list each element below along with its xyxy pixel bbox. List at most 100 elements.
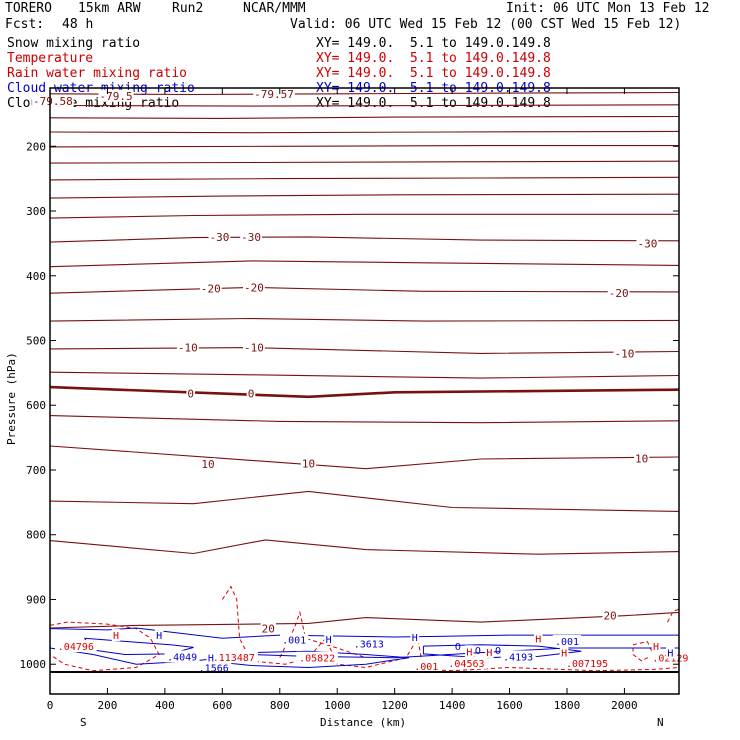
rain-contour bbox=[632, 641, 654, 662]
isotherm-line bbox=[49, 104, 680, 107]
isotherm-line bbox=[49, 317, 680, 322]
y-tick-label: 1000 bbox=[20, 658, 47, 671]
model-resolution: 15km ARW bbox=[78, 1, 141, 16]
cloud-water-label: H bbox=[412, 633, 418, 644]
isotherm-label-bg bbox=[636, 237, 659, 250]
cloud-water-label: H bbox=[667, 649, 673, 660]
isotherm-label-bg bbox=[634, 452, 650, 465]
x-tick-label: 1400 bbox=[439, 699, 466, 712]
isotherm-line bbox=[49, 385, 680, 399]
x-tick-label: 1200 bbox=[381, 699, 408, 712]
isotherm-label-bg bbox=[176, 341, 199, 354]
cloud-water-label-bg bbox=[154, 629, 164, 642]
isotherm-line bbox=[49, 145, 679, 148]
isotherm-label-bg bbox=[253, 87, 295, 100]
rain-label: H bbox=[561, 649, 567, 660]
cloud-water-label-bg bbox=[500, 650, 536, 663]
header-panel: TORERO 15km ARW Run2 NCAR/MMM Init: 06 U… bbox=[0, 0, 740, 111]
isotherm-label-bg bbox=[607, 287, 630, 300]
isotherm-line bbox=[49, 193, 680, 199]
y-tick-label: 200 bbox=[26, 140, 46, 153]
isotherm-label: 10 bbox=[635, 452, 648, 465]
rain-contour bbox=[667, 608, 680, 623]
isotherm-label: -79.5 bbox=[99, 90, 132, 103]
cloud-water-label: .3613 bbox=[354, 640, 384, 651]
model-name: TORERO bbox=[5, 1, 52, 16]
rain-contour bbox=[279, 610, 367, 659]
max-marker: O bbox=[495, 646, 501, 657]
field-xy-range: XY= 149.0. 5.1 to 149.0.149.8 bbox=[316, 66, 551, 81]
isotherm-label: -30 bbox=[241, 231, 261, 244]
isotherm-layer bbox=[49, 91, 680, 629]
rain-label: .001 bbox=[414, 662, 438, 673]
isotherm-line bbox=[49, 371, 680, 379]
isotherm-line bbox=[49, 260, 680, 268]
cloud-water-label-bg bbox=[324, 632, 333, 645]
cloud-water-label-bg bbox=[279, 633, 309, 646]
y-tick-label: 700 bbox=[26, 464, 46, 477]
isotherm-label-bg bbox=[199, 282, 222, 295]
cloud-water-label: H bbox=[326, 635, 332, 646]
max-marker: O bbox=[455, 642, 461, 653]
rain-label-bg bbox=[111, 629, 121, 642]
rain-label-bg bbox=[465, 645, 474, 658]
isotherm-label-bg bbox=[260, 622, 276, 635]
isotherm-line bbox=[49, 445, 680, 470]
isotherm-label: 10 bbox=[302, 458, 315, 471]
rain-label-bg bbox=[562, 656, 612, 669]
cloud-water-label: .4193 bbox=[503, 652, 533, 663]
y-tick-label: 800 bbox=[26, 529, 46, 542]
isotherm-label: -20 bbox=[201, 283, 221, 296]
rain-label: .007195 bbox=[566, 659, 608, 670]
cloud-water-label-bg bbox=[196, 661, 232, 674]
isotherm-label-bg bbox=[243, 281, 265, 294]
isotherm-line bbox=[49, 213, 679, 219]
isotherm-line bbox=[49, 611, 680, 629]
isotherm-label: -79.57 bbox=[254, 88, 294, 101]
isotherm-label: 20 bbox=[262, 623, 275, 636]
rain-label-bg bbox=[296, 651, 338, 664]
rain-label-bg bbox=[485, 645, 494, 658]
max-marker: O bbox=[475, 646, 481, 657]
run-label: Run2 bbox=[172, 1, 204, 16]
field-name: Temperature bbox=[7, 51, 94, 66]
isotherm-label-bg bbox=[32, 94, 74, 107]
isotherm-line bbox=[49, 176, 680, 181]
x-tick-label: 1800 bbox=[554, 699, 581, 712]
isotherm-label: -20 bbox=[244, 281, 264, 294]
field-name: Snow mixing ratio bbox=[7, 36, 141, 51]
rain-label: .04563 bbox=[448, 659, 484, 670]
y-tick-label: 900 bbox=[26, 593, 46, 606]
isotherm-line bbox=[49, 415, 680, 424]
isotherm-line bbox=[49, 490, 680, 512]
isotherm-label-bg bbox=[613, 347, 636, 360]
isotherm-line bbox=[49, 347, 680, 354]
isotherm-label-bg bbox=[243, 341, 265, 354]
isotherm-label: -10 bbox=[614, 347, 634, 360]
plot-frame bbox=[49, 87, 680, 695]
cloud-water-label-bg bbox=[552, 634, 582, 647]
rain-label-bg bbox=[412, 660, 441, 673]
x-tick-label: 400 bbox=[155, 699, 175, 712]
isotherm-line bbox=[49, 160, 680, 164]
isotherm-label: -30 bbox=[210, 231, 230, 244]
cloud-water-label-bg bbox=[351, 637, 387, 650]
rain-contour-layer bbox=[49, 585, 680, 672]
rain-label: .113487 bbox=[213, 653, 255, 664]
x-axis-title: Distance (km) bbox=[320, 716, 406, 729]
isotherm-label-bg bbox=[246, 387, 256, 400]
cloud-water-label: .001 bbox=[555, 637, 579, 648]
rain-label-bg bbox=[559, 646, 569, 659]
rain-contour bbox=[49, 621, 160, 672]
south-label: S bbox=[80, 716, 87, 729]
init-time: Init: 06 UTC Mon 13 Feb 12 bbox=[506, 1, 710, 16]
isotherm-line bbox=[49, 286, 680, 294]
isotherm-label: -10 bbox=[178, 342, 198, 355]
x-tick-label: 200 bbox=[98, 699, 118, 712]
contour-label-layer: -30 -30 -30 -20 -20 -20 -10 -10 -10 0 0 10 10 10 20 20 -… bbox=[32, 87, 692, 674]
x-tick-label: 600 bbox=[212, 699, 232, 712]
rain-label-bg bbox=[445, 656, 488, 669]
cloud-water-label: H bbox=[156, 631, 162, 642]
y-axis-title: Pressure (hPa) bbox=[5, 352, 18, 445]
field-name: Rain water mixing ratio bbox=[7, 66, 188, 81]
